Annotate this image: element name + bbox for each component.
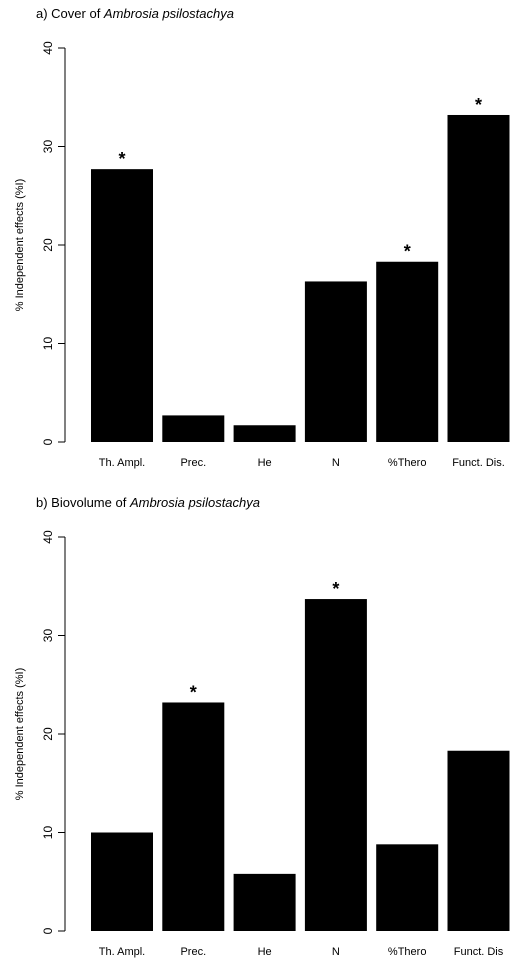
x-tick-label: Funct. Dis [454, 946, 504, 958]
chart-title: b) Biovolume of Ambrosia psilostachya [36, 495, 260, 510]
bar [376, 844, 439, 931]
y-tick-label: 0 [41, 438, 55, 445]
y-tick-label: 20 [41, 727, 55, 741]
y-tick-label: 30 [41, 629, 55, 643]
chart-title-prefix: a) Cover of [36, 6, 104, 21]
chart-title-species: Ambrosia psilostachya [129, 495, 260, 510]
y-axis-label: % Independent effects (%I) [14, 179, 26, 312]
x-tick-label: Th. Ampl. [99, 457, 145, 469]
bar [447, 114, 510, 442]
bar [376, 261, 439, 442]
bar [304, 599, 367, 931]
bar [447, 750, 510, 931]
bar-chart-cover: 0 10 20 30 40 % Independent effects (%I) * Th. … [14, 41, 510, 469]
x-tick-label: He [258, 946, 272, 958]
x-tick-label: N [332, 946, 340, 958]
chart-title-prefix: b) Biovolume of [36, 495, 130, 510]
chart-title: a) Cover of Ambrosia psilostachya [36, 6, 234, 21]
bar-chart-biovolume: 0 10 20 30 40 % Independent effects (%I) Th. A… [14, 530, 510, 958]
bar [233, 873, 296, 931]
y-tick-label: 40 [41, 530, 55, 544]
y-tick-label: 10 [41, 337, 55, 351]
y-axis-label: % Independent effects (%I) [14, 668, 26, 801]
y-tick-label: 0 [41, 927, 55, 934]
bar [91, 832, 153, 931]
chart-title-species: Ambrosia psilostachya [103, 6, 234, 21]
significance-marker: * [404, 242, 411, 262]
y-tick-label: 40 [41, 41, 55, 55]
x-tick-label: He [258, 457, 272, 469]
x-tick-label: Prec. [180, 457, 206, 469]
bar [162, 702, 225, 931]
bar [91, 169, 153, 442]
y-tick-label: 20 [41, 238, 55, 252]
x-tick-label: %Thero [388, 457, 427, 469]
x-tick-label: N [332, 457, 340, 469]
bar [162, 415, 225, 442]
x-tick-label: Funct. Dis. [452, 457, 505, 469]
y-tick-label: 10 [41, 826, 55, 840]
chart-panel-b: b) Biovolume of Ambrosia psilostachya 0 1… [0, 489, 512, 979]
bar [304, 281, 367, 442]
y-tick-label: 30 [41, 140, 55, 154]
x-tick-label: Prec. [180, 946, 206, 958]
x-tick-label: Th. Ampl. [99, 946, 145, 958]
significance-marker: * [332, 579, 339, 599]
significance-marker: * [118, 149, 125, 169]
bar [233, 425, 296, 442]
significance-marker: * [190, 682, 197, 702]
chart-panel-a: a) Cover of Ambrosia psilostachya 0 10 20 3… [14, 6, 510, 469]
significance-marker: * [475, 95, 482, 115]
x-tick-label: %Thero [388, 946, 427, 958]
